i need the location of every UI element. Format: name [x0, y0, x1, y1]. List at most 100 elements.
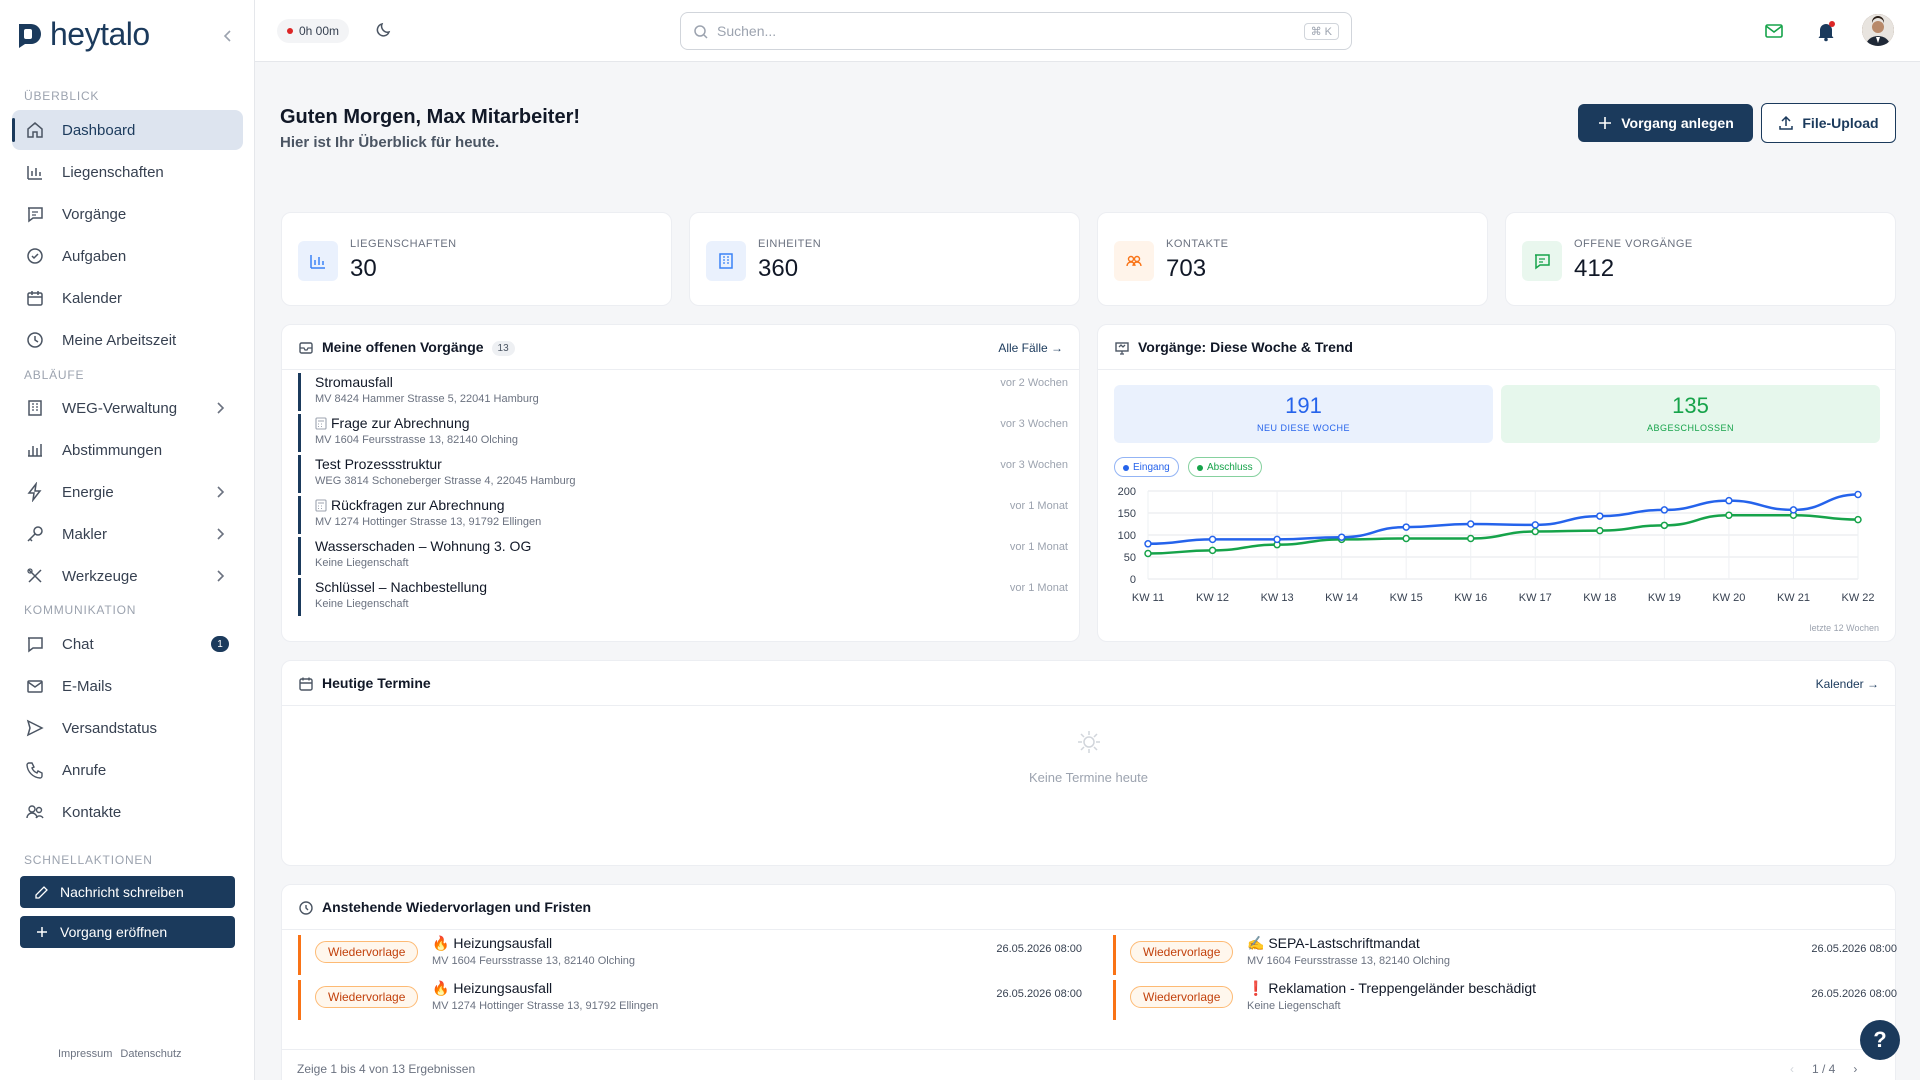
- sidebar-item-label: Kalender: [62, 289, 123, 307]
- sidebar-item-arbeitszeit[interactable]: Meine Arbeitszeit: [12, 320, 243, 360]
- logo-text: heytalo: [50, 16, 150, 52]
- data-point: [1208, 535, 1217, 544]
- sidebar-item-label: Makler: [62, 525, 108, 543]
- followup-address: MV 1604 Feursstrasse 13, 82140 Olching: [1247, 955, 1451, 967]
- followup-title-text: SEPA-Lastschriftmandat: [1268, 935, 1420, 951]
- case-list-item[interactable]: Wasserschaden – Wohnung 3. OG Keine Liege…: [298, 537, 1068, 575]
- sidebar-item-label: Energie: [62, 483, 114, 501]
- sidebar-item-energie[interactable]: Energie: [12, 472, 243, 512]
- bell-icon[interactable]: [1815, 20, 1837, 42]
- section-label-quick-actions: SCHNELLAKTIONEN: [24, 853, 153, 867]
- followup-title-text: Heizungsausfall: [453, 935, 553, 951]
- impressum-link[interactable]: Impressum: [58, 1048, 113, 1060]
- sidebar-item-kalender[interactable]: Kalender: [12, 278, 243, 318]
- sidebar-item-liegenschaften[interactable]: Liegenschaften: [12, 152, 243, 192]
- sidebar-item-kontakte[interactable]: Kontakte: [12, 792, 243, 832]
- bar-chart-icon: [28, 444, 42, 457]
- x-tick-label: KW 20: [1712, 592, 1745, 604]
- sidebar-item-anrufe[interactable]: Anrufe: [12, 750, 243, 790]
- create-case-button[interactable]: Vorgang anlegen: [1578, 104, 1753, 142]
- x-tick-label: KW 13: [1261, 592, 1294, 604]
- followup-tag: Wiedervorlage: [315, 941, 419, 963]
- case-title-text: Rückfragen zur Abrechnung: [331, 497, 505, 513]
- sidebar-item-makler[interactable]: Makler: [12, 514, 243, 554]
- sidebar-item-dashboard[interactable]: Dashboard: [12, 110, 243, 150]
- divider: [282, 1049, 1895, 1050]
- stat-label: EINHEITEN: [758, 238, 822, 250]
- sidebar-item-chat[interactable]: Chat 1: [12, 624, 243, 664]
- stat-card-liegenschaften[interactable]: LIEGENSCHAFTEN 30: [281, 212, 672, 306]
- stat-icon-wrap: [1114, 241, 1154, 281]
- pagination-controls: ‹ 1 / 4 ›: [1790, 1062, 1857, 1076]
- chevron-right-icon: [217, 486, 225, 498]
- legend-abschluss[interactable]: Abschluss: [1188, 457, 1262, 477]
- followup-item[interactable]: Wiedervorlage 🔥 Heizungsausfall MV 1274 Ho…: [298, 980, 1082, 1020]
- prev-page-icon[interactable]: ‹: [1790, 1062, 1794, 1076]
- case-list-item[interactable]: Stromausfall MV 8424 Hammer Strasse 5, 22…: [298, 373, 1068, 411]
- sidebar-item-versandstatus[interactable]: Versandstatus: [12, 708, 243, 748]
- divider: [1098, 369, 1895, 370]
- x-tick-label: KW 21: [1777, 592, 1810, 604]
- followup-item[interactable]: Wiedervorlage ❗ Reklamation - Treppengelä…: [1113, 980, 1897, 1020]
- followup-item[interactable]: Wiedervorlage ✍ SEPA-Lastschriftmandat MV …: [1113, 935, 1897, 975]
- data-point: [1854, 515, 1862, 524]
- time-tracker[interactable]: 0h 00m: [277, 19, 350, 43]
- sidebar-item-label: Chat: [62, 635, 94, 653]
- followup-title: ✍ SEPA-Lastschriftmandat: [1247, 935, 1420, 952]
- stat-card-offene-vorgaenge[interactable]: OFFENE VORGÄNGE 412: [1505, 212, 1896, 306]
- stat-card-einheiten[interactable]: EINHEITEN 360: [689, 212, 1080, 306]
- help-button[interactable]: ?: [1860, 1020, 1900, 1060]
- user-avatar[interactable]: [1862, 14, 1894, 46]
- kpi-closed-value: 135: [1672, 393, 1709, 418]
- dark-mode-icon[interactable]: [374, 20, 394, 40]
- sidebar-item-vorgaenge[interactable]: Vorgänge: [12, 194, 243, 234]
- followup-title: ❗ Reklamation - Treppengeländer beschädi…: [1247, 980, 1536, 997]
- section-label-communication: KOMMUNIKATION: [24, 603, 137, 617]
- sidebar-item-aufgaben[interactable]: Aufgaben: [12, 236, 243, 276]
- case-title: Schlüssel – Nachbestellung: [315, 579, 1068, 595]
- file-upload-button[interactable]: File-Upload: [1761, 103, 1896, 143]
- chart-footnote: letzte 12 Wochen: [1809, 623, 1879, 633]
- chevron-left-icon[interactable]: [218, 26, 238, 46]
- case-list-item[interactable]: Schlüssel – Nachbestellung Keine Liegensc…: [298, 578, 1068, 616]
- case-list-item[interactable]: Frage zur Abrechnung MV 1604 Feursstrasse…: [298, 414, 1068, 452]
- upload-icon: [1779, 115, 1794, 130]
- case-list-item[interactable]: Rückfragen zur Abrechnung MV 1274 Hotting…: [298, 496, 1068, 534]
- all-cases-link[interactable]: Alle Fälle →: [998, 341, 1063, 355]
- data-point: [1725, 496, 1733, 505]
- sidebar-item-abstimmungen[interactable]: Abstimmungen: [12, 430, 243, 470]
- mail-icon[interactable]: [1763, 20, 1785, 42]
- sidebar-item-werkzeuge[interactable]: Werkzeuge: [12, 556, 243, 596]
- next-page-icon[interactable]: ›: [1853, 1062, 1858, 1076]
- case-title: Test Prozessstruktur: [315, 456, 1068, 472]
- case-time: vor 3 Wochen: [1000, 418, 1068, 430]
- followup-item[interactable]: Wiedervorlage 🔥 Heizungsausfall MV 1604 Fe…: [298, 935, 1082, 975]
- stat-card-kontakte[interactable]: KONTAKTE 703: [1097, 212, 1488, 306]
- sidebar-item-emails[interactable]: E-Mails: [12, 666, 243, 706]
- followups-title: Anstehende Wiedervorlagen und Fristen: [322, 899, 592, 915]
- clock-icon: [299, 901, 313, 915]
- logo[interactable]: heytalo: [16, 16, 150, 53]
- legend-eingang[interactable]: Eingang: [1114, 457, 1179, 477]
- avatar-image: [1862, 14, 1894, 46]
- phone-icon: [26, 762, 43, 779]
- check-circle-icon: [27, 248, 43, 264]
- x-tick-label: KW 18: [1583, 592, 1616, 604]
- data-point: [1208, 546, 1217, 555]
- write-message-button[interactable]: Nachricht schreiben: [20, 876, 235, 908]
- x-tick-label: KW 12: [1196, 592, 1229, 604]
- sidebar-item-label: Meine Arbeitszeit: [62, 331, 177, 349]
- logo-icon: [19, 23, 41, 48]
- case-list-item[interactable]: Test Prozessstruktur WEG 3814 Schoneberge…: [298, 455, 1068, 493]
- case-title: Frage zur Abrechnung: [315, 415, 1068, 431]
- open-cases-card: Meine offenen Vorgänge 13 Alle Fälle → St…: [281, 324, 1080, 642]
- kpi-new-label: NEU DIESE WOCHE: [1256, 423, 1350, 433]
- datenschutz-link[interactable]: Datenschutz: [120, 1048, 182, 1060]
- data-point: [1531, 521, 1540, 529]
- search-input[interactable]: Suchen... ⌘ K: [680, 12, 1352, 50]
- sidebar-item-label: WEG-Verwaltung: [62, 399, 178, 417]
- y-tick-label: 200: [1118, 486, 1136, 498]
- calendar-link[interactable]: Kalender →: [1815, 677, 1879, 691]
- sidebar-item-weg[interactable]: WEG-Verwaltung: [12, 388, 243, 428]
- open-case-button[interactable]: Vorgang eröffnen: [20, 916, 235, 948]
